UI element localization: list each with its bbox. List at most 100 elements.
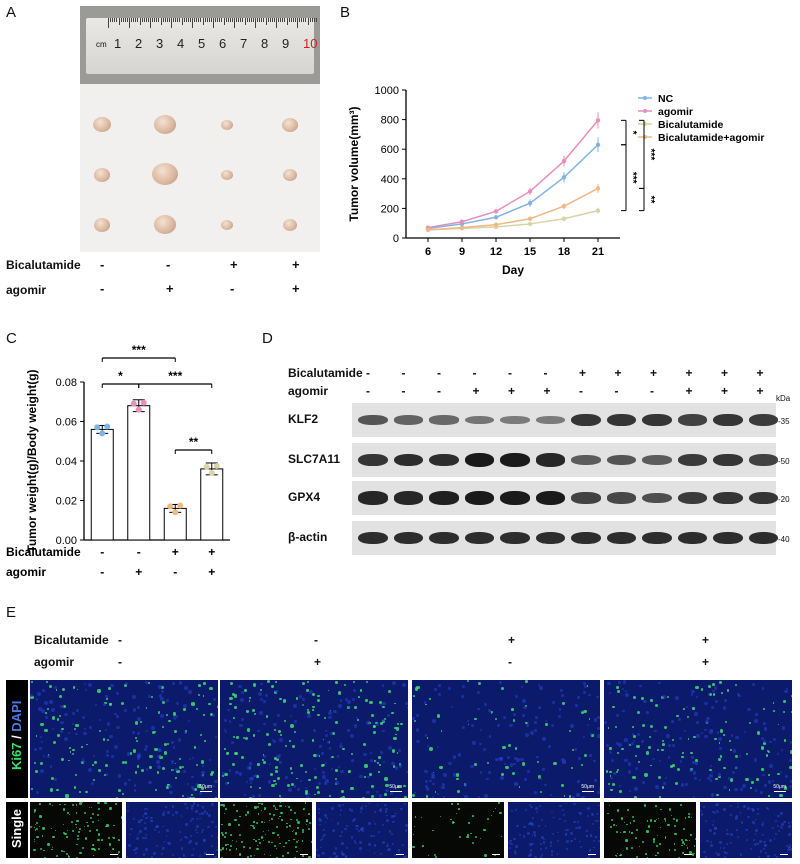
- ki67-cell: [156, 771, 159, 774]
- scale-bar: [110, 854, 118, 855]
- dapi-nucleus: [690, 693, 694, 696]
- ki67-cell: [62, 687, 66, 691]
- dapi-nucleus: [705, 839, 709, 843]
- ki67-cell: [276, 856, 278, 858]
- ki67-cell: [364, 764, 368, 768]
- b-data-point: [527, 221, 533, 227]
- dapi-nucleus: [588, 693, 591, 697]
- dapi-nucleus: [386, 713, 391, 718]
- ki67-cell: [615, 855, 617, 858]
- wb-band: [429, 491, 459, 505]
- dapi-nucleus: [551, 811, 553, 814]
- ki67-cell: [456, 778, 459, 781]
- ki67-cell: [105, 825, 107, 827]
- ki67-cell: [570, 767, 573, 770]
- row-label-ki67-dapi-bar: Ki67 / DAPI: [6, 680, 28, 798]
- ki67-cell: [79, 851, 82, 854]
- dapi-nucleus: [140, 818, 144, 822]
- dapi-nucleus: [59, 729, 63, 733]
- wb-sign-agomir: +: [721, 384, 729, 398]
- ki67-cell: [115, 797, 118, 798]
- dapi-nucleus: [429, 779, 432, 783]
- ki67-cell: [279, 794, 282, 797]
- ruler-tick: [192, 18, 193, 28]
- ki67-cell: [440, 730, 443, 732]
- dapi-nucleus: [545, 847, 548, 850]
- dapi-nucleus: [592, 823, 595, 826]
- ki67-cell: [365, 699, 368, 703]
- dapi-nucleus: [776, 855, 779, 858]
- ki67-cell: [202, 695, 205, 698]
- dapi-nucleus: [738, 755, 741, 758]
- ki67-cell: [689, 851, 692, 854]
- dapi-nucleus: [604, 720, 608, 724]
- dapi-nucleus: [211, 845, 213, 848]
- ki67-cell: [200, 734, 203, 736]
- ki67-cell: [34, 769, 39, 774]
- dapi-nucleus: [188, 840, 192, 843]
- ki67-cell: [306, 819, 309, 822]
- panel-label-c: C: [6, 330, 17, 347]
- ki67-cell: [70, 821, 74, 824]
- dapi-nucleus: [768, 763, 773, 768]
- dapi-nucleus: [522, 714, 525, 717]
- dapi-nucleus: [589, 834, 593, 838]
- wb-protein-label: GPX4: [288, 490, 321, 504]
- wb-band: [464, 531, 494, 545]
- dapi-nucleus: [328, 710, 332, 715]
- dapi-nucleus: [355, 716, 359, 720]
- ki67-cell: [261, 803, 264, 806]
- dapi-nucleus: [540, 842, 543, 845]
- dapi-nucleus: [75, 708, 80, 713]
- dapi-nucleus: [238, 684, 242, 689]
- ki67-cell: [279, 804, 282, 807]
- ki67-cell: [434, 791, 437, 794]
- dapi-nucleus: [533, 720, 537, 724]
- ki67-cell: [92, 844, 95, 846]
- ki67-cell: [231, 762, 235, 766]
- ki67-cell: [313, 754, 317, 758]
- dapi-nucleus: [781, 726, 785, 730]
- b-data-point: [527, 189, 533, 194]
- ki67-cell: [68, 855, 71, 858]
- ki67-cell: [281, 811, 283, 814]
- dapi-nucleus: [71, 753, 74, 756]
- wb-band: [429, 453, 459, 467]
- ruler-tick: [189, 18, 191, 22]
- ki67-cell: [68, 813, 70, 815]
- dapi-nucleus: [742, 784, 747, 789]
- ki67-cell: [615, 831, 618, 833]
- dapi-nucleus: [714, 699, 718, 704]
- ki67-cell: [688, 813, 690, 815]
- ki67-cell: [668, 848, 671, 851]
- dapi-nucleus: [201, 828, 205, 832]
- ki67-cell: [656, 835, 658, 837]
- scale-bar: [774, 791, 786, 792]
- ki67-cell: [274, 782, 278, 785]
- ki67-cell: [248, 700, 251, 703]
- dapi-nucleus: [355, 827, 358, 830]
- dapi-nucleus: [565, 834, 568, 836]
- dapi-nucleus: [537, 824, 540, 827]
- dapi-nucleus: [709, 730, 713, 734]
- ki67-cell: [414, 815, 417, 818]
- dapi-nucleus: [549, 841, 553, 844]
- ruler-tick: [244, 18, 246, 25]
- ruler-tick: [120, 18, 122, 22]
- dapi-nucleus: [392, 820, 395, 824]
- ki67-cell: [682, 752, 685, 755]
- ki67-cell: [44, 728, 48, 733]
- dapi-nucleus: [156, 845, 159, 848]
- ki67-cell: [499, 811, 502, 814]
- dapi-nucleus: [259, 698, 264, 702]
- ki67-cell: [124, 761, 128, 764]
- wb-label-bicalutamide: Bicalutamide: [288, 366, 363, 380]
- dapi-nucleus: [390, 832, 394, 836]
- dapi-nucleus: [631, 733, 635, 736]
- ki67-cell: [163, 751, 168, 755]
- ki67-cell: [413, 825, 415, 827]
- ki67-cell: [350, 753, 353, 756]
- ruler-tick: [204, 18, 206, 22]
- ki67-cell: [632, 696, 637, 700]
